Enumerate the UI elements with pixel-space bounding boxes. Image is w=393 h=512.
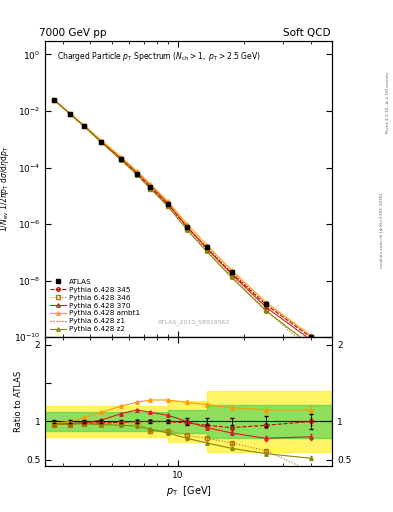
- Y-axis label: $1/N_\mathrm{ev}\ 1/2\pi p_\mathrm{T}\ \mathrm{d}\sigma/\mathrm{d}\eta\mathrm{d}: $1/N_\mathrm{ev}\ 1/2\pi p_\mathrm{T}\ \…: [0, 146, 11, 232]
- Text: mcplots.cern.ch [arXiv:1306.3436]: mcplots.cern.ch [arXiv:1306.3436]: [380, 193, 384, 268]
- Legend: ATLAS, Pythia 6.428 345, Pythia 6.428 346, Pythia 6.428 370, Pythia 6.428 ambt1,: ATLAS, Pythia 6.428 345, Pythia 6.428 34…: [49, 278, 141, 333]
- Y-axis label: Ratio to ATLAS: Ratio to ATLAS: [14, 371, 23, 432]
- Text: 7000 GeV pp: 7000 GeV pp: [39, 28, 107, 38]
- Text: Charged Particle $p_\mathrm{T}$ Spectrum ($N_\mathrm{ch} > 1,\ p_\mathrm{T} > 2.: Charged Particle $p_\mathrm{T}$ Spectrum…: [57, 50, 261, 63]
- Text: Rivet 3.1.10, ≥ 2.1M events: Rivet 3.1.10, ≥ 2.1M events: [386, 72, 390, 133]
- X-axis label: $p_\mathrm{T}$  [GeV]: $p_\mathrm{T}$ [GeV]: [166, 484, 211, 498]
- Text: Soft QCD: Soft QCD: [283, 28, 331, 38]
- Text: ATLAS_2010_S8918562: ATLAS_2010_S8918562: [158, 319, 231, 325]
